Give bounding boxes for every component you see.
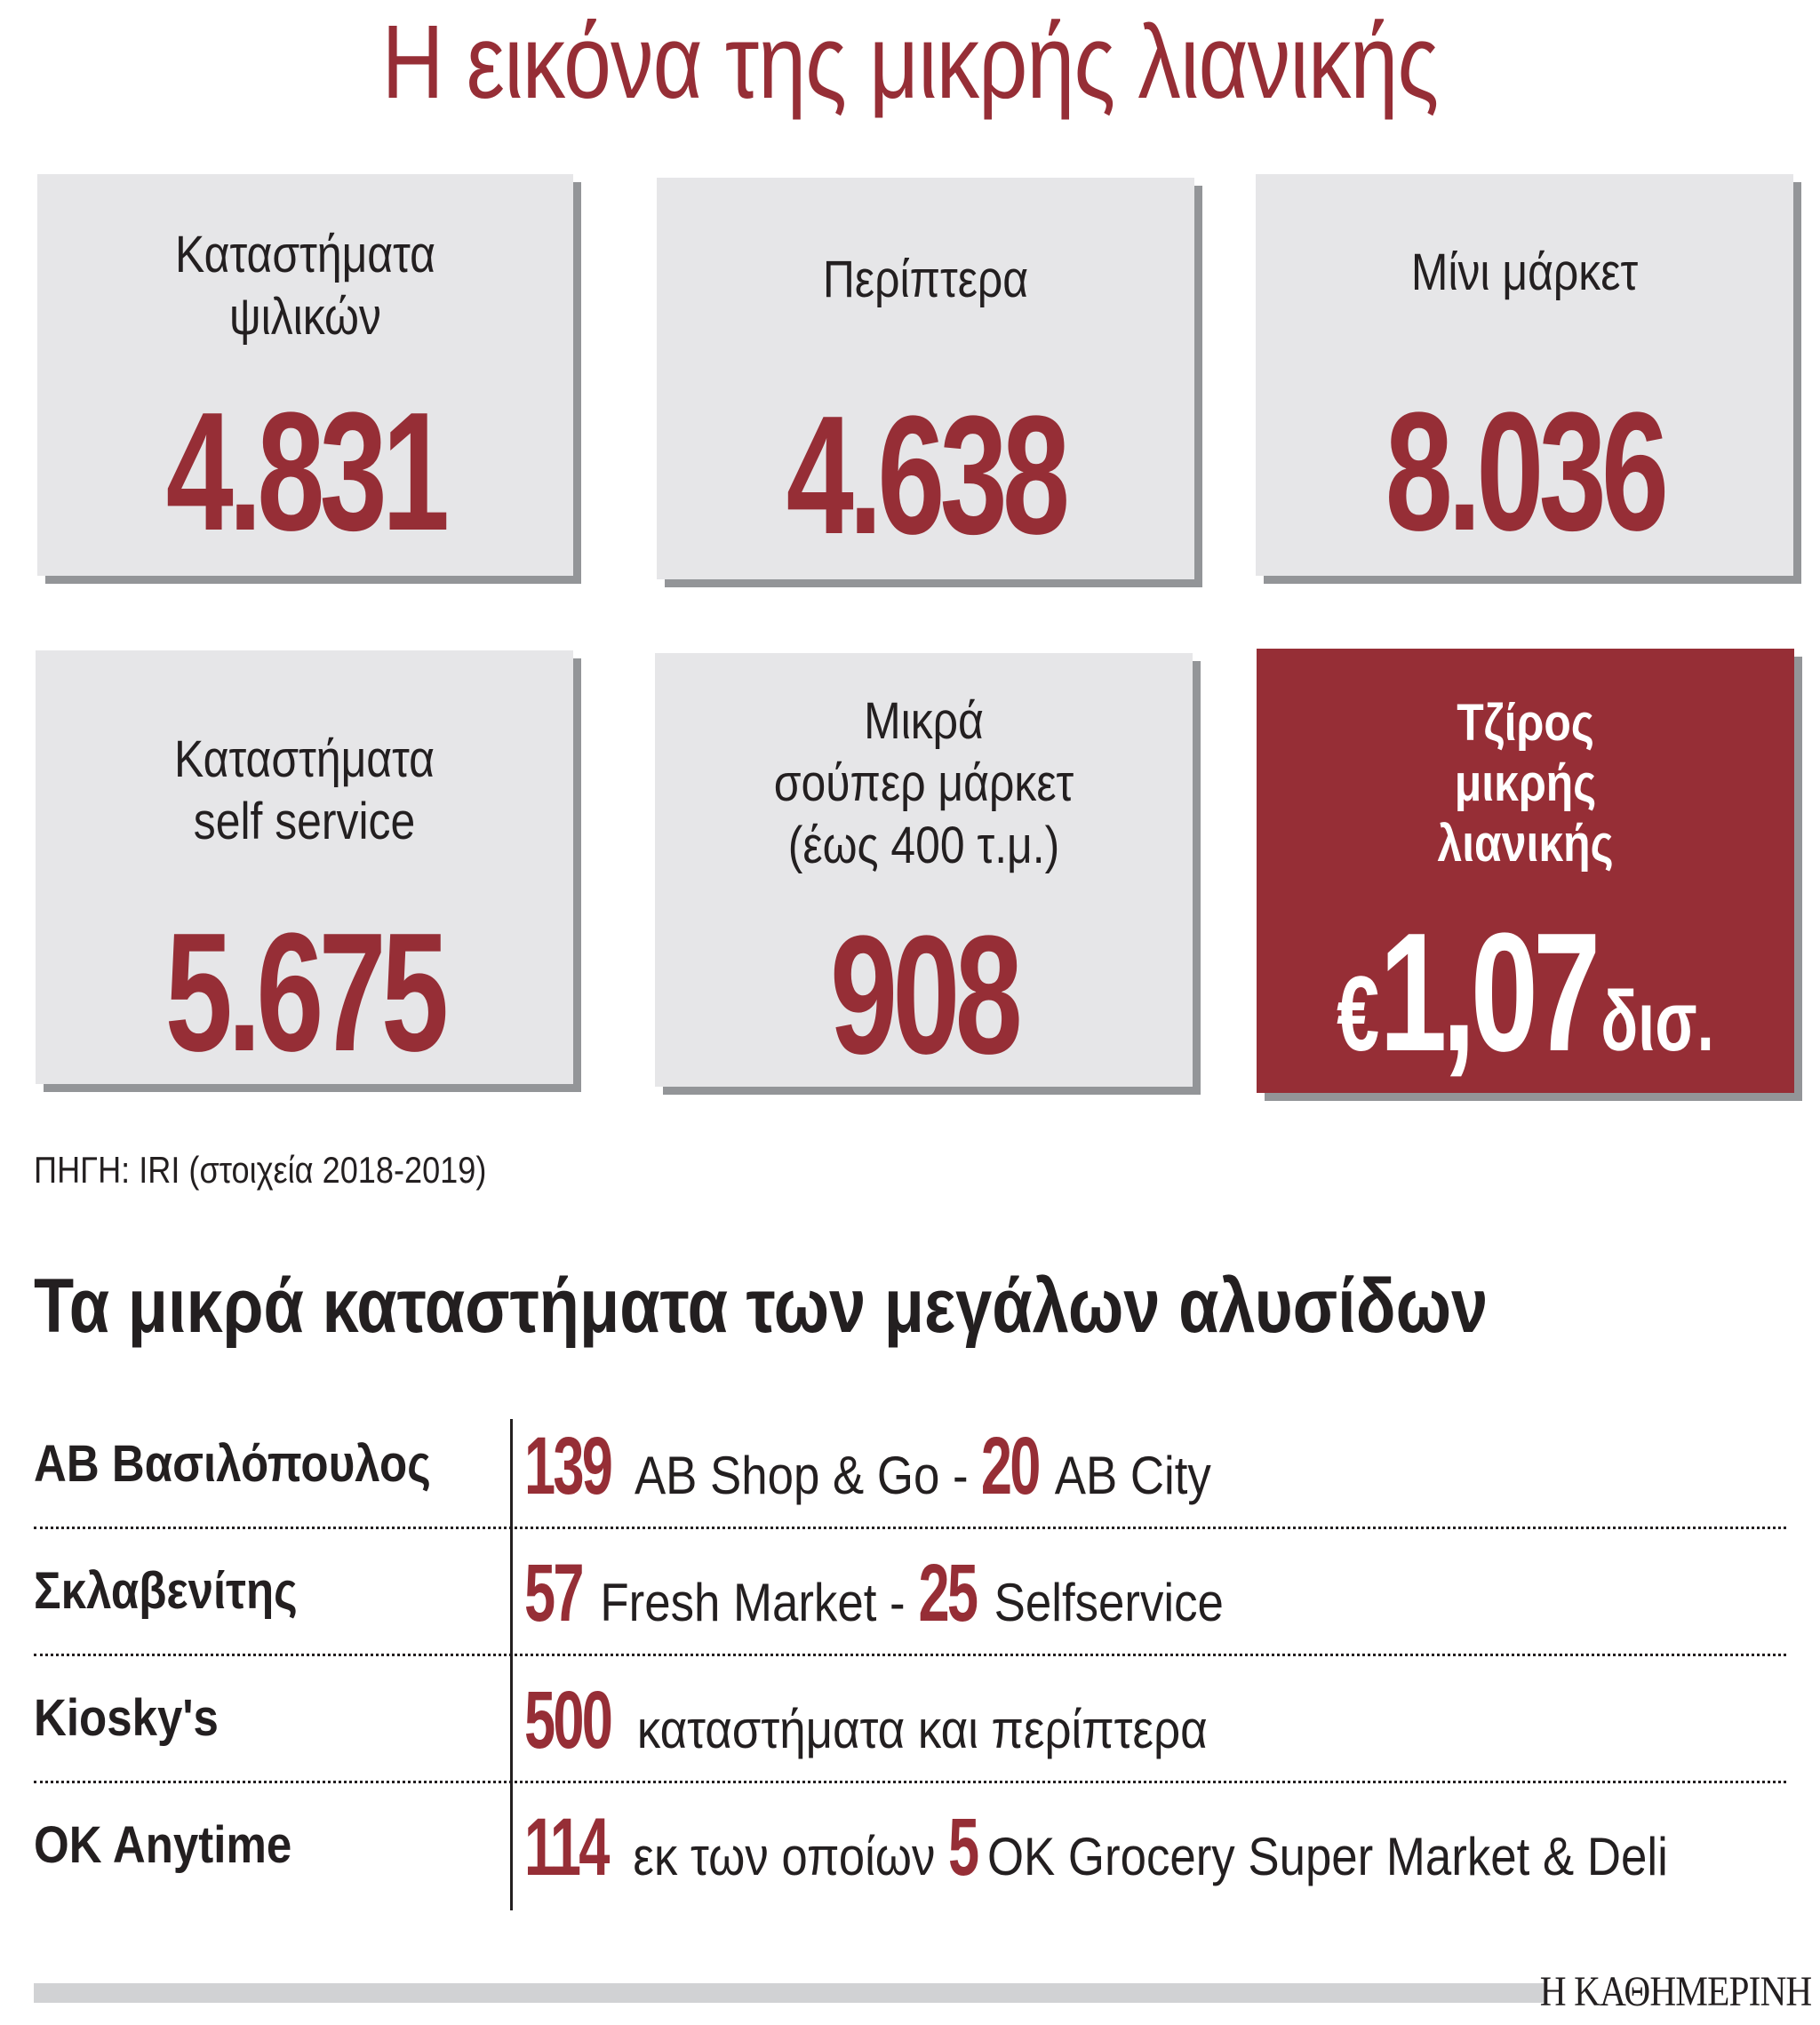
stat-label: Καταστήματα [175, 226, 435, 283]
stat-label: Μίνι μάρκετ [1410, 243, 1639, 301]
stat-card-mini-markets: Μίνι μάρκετ 8.036 [1256, 174, 1793, 576]
stat-label: Μικρά [864, 692, 984, 750]
chain-details: 57 Fresh Market - 25 Selfservice [524, 1547, 1224, 1640]
publisher-logo: Η ΚΑΘΗΜΕΡΙΝΗ [1539, 1968, 1811, 2015]
store-format: AB Shop & Go - [624, 1446, 982, 1505]
stat-label: Περίπτερα [822, 251, 1029, 308]
chain-name: Kiosky's [34, 1689, 219, 1747]
column-divider [510, 1419, 513, 1910]
store-format: Selfservice [981, 1573, 1224, 1632]
chain-details: 114 εκ των οποίων 5 OK Grocery Super Mar… [524, 1801, 1668, 1894]
store-format: εκ των οποίων [619, 1827, 949, 1886]
store-count: 25 [918, 1548, 978, 1638]
store-format: Fresh Market - [587, 1573, 919, 1632]
stat-label: (έως 400 τ.μ.) [787, 817, 1060, 874]
store-count: 20 [981, 1421, 1042, 1511]
turnover-label: λιανικής [1437, 815, 1614, 873]
chain-details: 500 καταστήματα και περίπτερα [524, 1674, 1208, 1767]
store-count: 5 [948, 1802, 979, 1893]
stat-label: ψιλικών [229, 288, 381, 346]
chain-name: Σκλαβενίτης [34, 1562, 298, 1620]
stat-label: Καταστήματα [174, 730, 435, 788]
stat-card-small-supermarkets: Μικρά σούπερ μάρκετ (έως 400 τ.μ.) 908 [655, 653, 1193, 1087]
table-row: Σκλαβενίτης 57 Fresh Market - 25 Selfser… [34, 1529, 1786, 1656]
turnover-unit: δισ. [1600, 974, 1714, 1069]
stat-label: self service [193, 793, 416, 850]
stat-card-convenience-stores: Καταστήματα ψιλικών 4.831 [37, 174, 573, 576]
stat-card-self-service: Καταστήματα self service 5.675 [36, 650, 573, 1084]
store-count: 500 [524, 1675, 613, 1766]
chain-name: AB Βασιλόπουλος [34, 1435, 431, 1493]
table-row: OK Anytime 114 εκ των οποίων 5 OK Grocer… [34, 1783, 1786, 1908]
section-title: Τα μικρά καταστήματα των μεγάλων αλυσίδω… [34, 1264, 1489, 1349]
chain-details: 139 AB Shop & Go - 20 AB City [524, 1420, 1211, 1513]
turnover-amount: 1,07 [1379, 898, 1600, 1087]
store-count: 57 [524, 1548, 585, 1638]
stat-card-kiosks: Περίπτερα 4.638 [657, 178, 1194, 579]
store-format: AB City [1043, 1446, 1211, 1505]
turnover-label: μικρής [1454, 754, 1597, 812]
store-format: καταστήματα και περίπτερα [624, 1700, 1208, 1759]
stat-value: 4.831 [165, 378, 450, 566]
table-row: Kiosky's 500 καταστήματα και περίπτερα [34, 1656, 1786, 1783]
stat-card-turnover: Τζίρος μικρής λιανικής €1,07δισ. [1257, 649, 1794, 1093]
stat-value: 4.638 [786, 381, 1070, 570]
page-title: Η εικόνα της μικρής λιανικής [381, 4, 1440, 121]
stat-value: 908 [830, 901, 1023, 1089]
stat-label: σούπερ μάρκετ [773, 754, 1074, 812]
store-count: 114 [524, 1802, 610, 1893]
turnover-value: €1,07δισ. [1332, 908, 1720, 1106]
chain-name: OK Anytime [34, 1816, 292, 1874]
stat-value: 5.675 [164, 898, 449, 1087]
euro-icon: € [1337, 954, 1380, 1073]
turnover-label: Τζίρος [1457, 694, 1594, 752]
store-count: 139 [524, 1421, 613, 1511]
footer-divider [34, 1983, 1545, 2003]
source-note: ΠΗΓΗ: IRI (στοιχεία 2018-2019) [34, 1149, 487, 1191]
store-format: OK Grocery Super Market & Deli [974, 1827, 1668, 1886]
table-row: AB Βασιλόπουλος 139 AB Shop & Go - 20 AB… [34, 1402, 1786, 1529]
stat-value: 8.036 [1385, 378, 1669, 566]
